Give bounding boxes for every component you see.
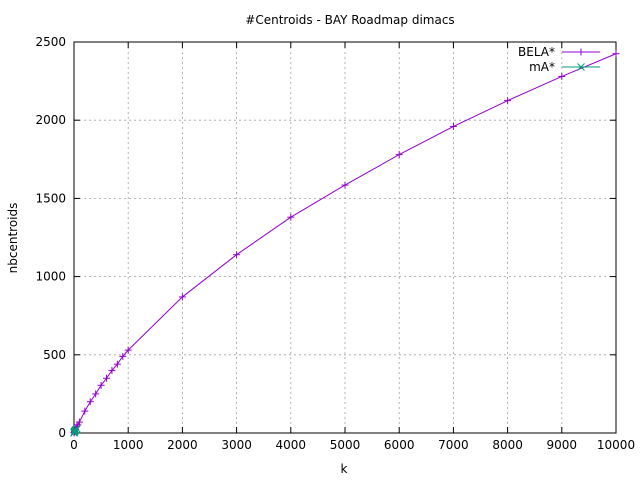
- data-point: [113, 360, 121, 368]
- data-point: [75, 418, 83, 426]
- y-tick-label: 2500: [35, 35, 66, 49]
- data-point: [81, 407, 89, 415]
- y-tick-label: 500: [43, 348, 66, 362]
- legend-item: BELA*: [518, 45, 600, 59]
- data-point: [233, 251, 241, 259]
- data-point: [103, 374, 111, 382]
- data-point: [124, 346, 132, 354]
- axis-ticks: 0 1000 2000 3000 4000 5000 6000 7000 8000 9000 100…: [35, 35, 635, 452]
- data-point: [341, 181, 349, 189]
- data-point: [108, 366, 116, 374]
- y-axis-label: nbcentroids: [6, 203, 20, 274]
- data-point: [92, 390, 100, 398]
- x-tick-label: 0: [70, 438, 78, 452]
- data-point: [72, 424, 81, 433]
- legend: BELA*mA*: [518, 45, 600, 74]
- x-tick-label: 8000: [492, 438, 523, 452]
- grid: [74, 42, 616, 433]
- x-tick-label: 6000: [384, 438, 415, 452]
- data-point: [612, 50, 620, 58]
- data-point: [395, 151, 403, 159]
- legend-item: mA*: [529, 60, 600, 74]
- x-tick-label: 2000: [167, 438, 198, 452]
- legend-label: mA*: [529, 60, 555, 74]
- y-tick-label: 1000: [35, 270, 66, 284]
- y-tick-label: 0: [58, 426, 66, 440]
- data-point: [97, 381, 105, 389]
- x-tick-label: 1000: [113, 438, 144, 452]
- x-tick-label: 7000: [438, 438, 469, 452]
- series-layer: [70, 50, 620, 437]
- y-tick-label: 1500: [35, 191, 66, 205]
- x-tick-label: 3000: [221, 438, 252, 452]
- data-point: [86, 398, 94, 406]
- series-2: [70, 424, 81, 437]
- legend-marker: [577, 48, 585, 56]
- x-tick-label: 4000: [276, 438, 307, 452]
- data-point: [558, 72, 566, 80]
- data-point: [504, 97, 512, 105]
- data-point: [287, 213, 295, 221]
- data-point: [119, 352, 127, 360]
- x-tick-label: 5000: [330, 438, 361, 452]
- x-tick-label: 9000: [547, 438, 578, 452]
- x-tick-label: 10000: [597, 438, 635, 452]
- legend-marker: [577, 63, 585, 71]
- x-axis-label: k: [341, 462, 348, 476]
- chart-title: #Centroids - BAY Roadmap dimacs: [245, 13, 454, 27]
- y-tick-label: 2000: [35, 113, 66, 127]
- data-point: [449, 122, 457, 130]
- legend-label: BELA*: [518, 45, 555, 59]
- data-point: [178, 293, 186, 301]
